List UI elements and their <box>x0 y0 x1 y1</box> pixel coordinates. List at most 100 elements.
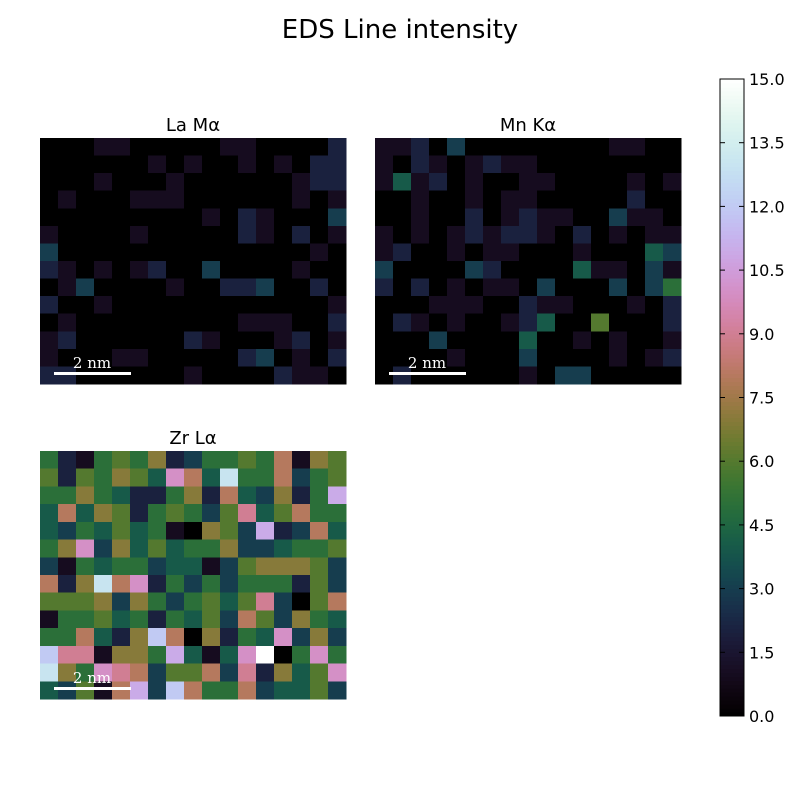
colorbar-tick-label: 7.5 <box>749 389 774 408</box>
heatmap-cell <box>220 504 239 523</box>
heatmap-cell <box>411 278 430 297</box>
colorbar-segment <box>720 250 744 255</box>
heatmap-cell <box>94 610 113 629</box>
colorbar-segment <box>720 393 744 399</box>
heatmap-cell <box>238 628 257 647</box>
heatmap-cell <box>148 331 167 350</box>
colorbar-segment <box>720 365 744 371</box>
heatmap-cell <box>501 366 520 385</box>
heatmap-cell <box>591 313 610 332</box>
heatmap-cell <box>501 313 520 332</box>
heatmap-cell <box>220 243 239 262</box>
heatmap-cell <box>328 468 347 488</box>
colorbar-segment <box>720 266 744 271</box>
colorbar-segment <box>720 676 744 681</box>
heatmap-cell <box>184 663 203 682</box>
heatmap-cell <box>310 539 329 558</box>
colorbar-segment <box>720 628 744 633</box>
heatmap-cell <box>238 190 257 209</box>
heatmap-cell <box>94 278 113 297</box>
heatmap-cell <box>627 261 646 280</box>
heatmap-cell <box>184 645 203 665</box>
heatmap-cell <box>40 225 59 245</box>
heatmap-cell <box>112 645 131 665</box>
heatmap-cell <box>465 243 484 262</box>
heatmap-cell <box>465 278 484 297</box>
heatmap-cell <box>76 681 95 700</box>
heatmap-cell <box>256 261 275 280</box>
heatmap-cell <box>537 296 556 315</box>
heatmap-cell <box>292 366 311 385</box>
colorbar-segment <box>720 668 744 673</box>
heatmap-cell <box>310 331 329 350</box>
heatmap-cell <box>184 366 203 385</box>
heatmap-cell <box>465 190 484 209</box>
heatmap-cell <box>645 313 664 332</box>
heatmap-cell <box>184 592 203 612</box>
colorbar-segment <box>720 313 744 319</box>
heatmap-cell <box>429 243 448 262</box>
heatmap-cell <box>94 681 113 700</box>
colorbar-tick-label: 6.0 <box>749 452 774 471</box>
heatmap-cell <box>519 208 538 227</box>
colorbar-segment <box>720 572 744 578</box>
heatmap-cell <box>256 575 275 594</box>
heatmap-cell <box>220 155 239 174</box>
colorbar-segment <box>720 210 744 215</box>
heatmap-cell <box>220 348 239 368</box>
heatmap-cell <box>328 645 347 665</box>
colorbar-segment <box>720 98 744 104</box>
heatmap-cell <box>663 208 682 227</box>
colorbar-segment <box>720 218 744 223</box>
heatmap-cell <box>328 521 347 541</box>
heatmap-cell <box>130 681 149 700</box>
heatmap-cell <box>184 486 203 505</box>
heatmap-cell <box>202 225 221 245</box>
colorbar-tick-label: 1.5 <box>749 643 774 662</box>
heatmap-cell <box>112 486 131 505</box>
heatmap-cell <box>40 504 59 523</box>
heatmap-cell <box>274 681 293 700</box>
heatmap-cell <box>393 243 412 262</box>
heatmap-cell <box>274 592 293 612</box>
colorbar-segment <box>720 389 744 395</box>
heatmap-cell <box>310 628 329 647</box>
colorbar-segment <box>720 556 744 562</box>
colorbar-segment <box>720 182 744 188</box>
heatmap-cell <box>40 592 59 612</box>
heatmap-cell <box>166 225 185 245</box>
heatmap-cell <box>328 278 347 297</box>
heatmap-cell <box>328 575 347 594</box>
heatmap-cell <box>483 155 502 174</box>
heatmap-cell <box>537 348 556 368</box>
heatmap-cell <box>483 348 502 368</box>
heatmap-cell <box>256 138 275 157</box>
heatmap-cell <box>94 366 113 385</box>
heatmap-cell <box>256 521 275 541</box>
heatmap-cell <box>166 366 185 385</box>
heatmap-cell <box>40 557 59 576</box>
heatmap-cell <box>501 155 520 174</box>
colorbar-segment <box>720 290 744 295</box>
heatmap-cell <box>238 243 257 262</box>
heatmap-cell <box>393 155 412 174</box>
colorbar-segment <box>720 600 744 606</box>
heatmap-cell <box>40 261 59 280</box>
heatmap-cell <box>555 208 574 227</box>
heatmap-cell <box>411 208 430 227</box>
heatmap-cell <box>94 261 113 280</box>
heatmap-cell <box>447 138 466 157</box>
colorbar-segment <box>720 142 744 148</box>
colorbar-segment <box>720 401 744 407</box>
colorbar-segment <box>720 564 744 570</box>
heatmap-cell <box>94 486 113 505</box>
heatmap-cell <box>184 243 203 262</box>
colorbar-segment <box>720 206 744 211</box>
heatmap-cell <box>501 190 520 209</box>
heatmap-cell <box>328 592 347 612</box>
figure-title: EDS Line intensity <box>282 15 518 45</box>
heatmap-cell <box>555 261 574 280</box>
heatmap-cell <box>519 348 538 368</box>
heatmap-cell <box>220 278 239 297</box>
heatmap-cell <box>76 331 95 350</box>
